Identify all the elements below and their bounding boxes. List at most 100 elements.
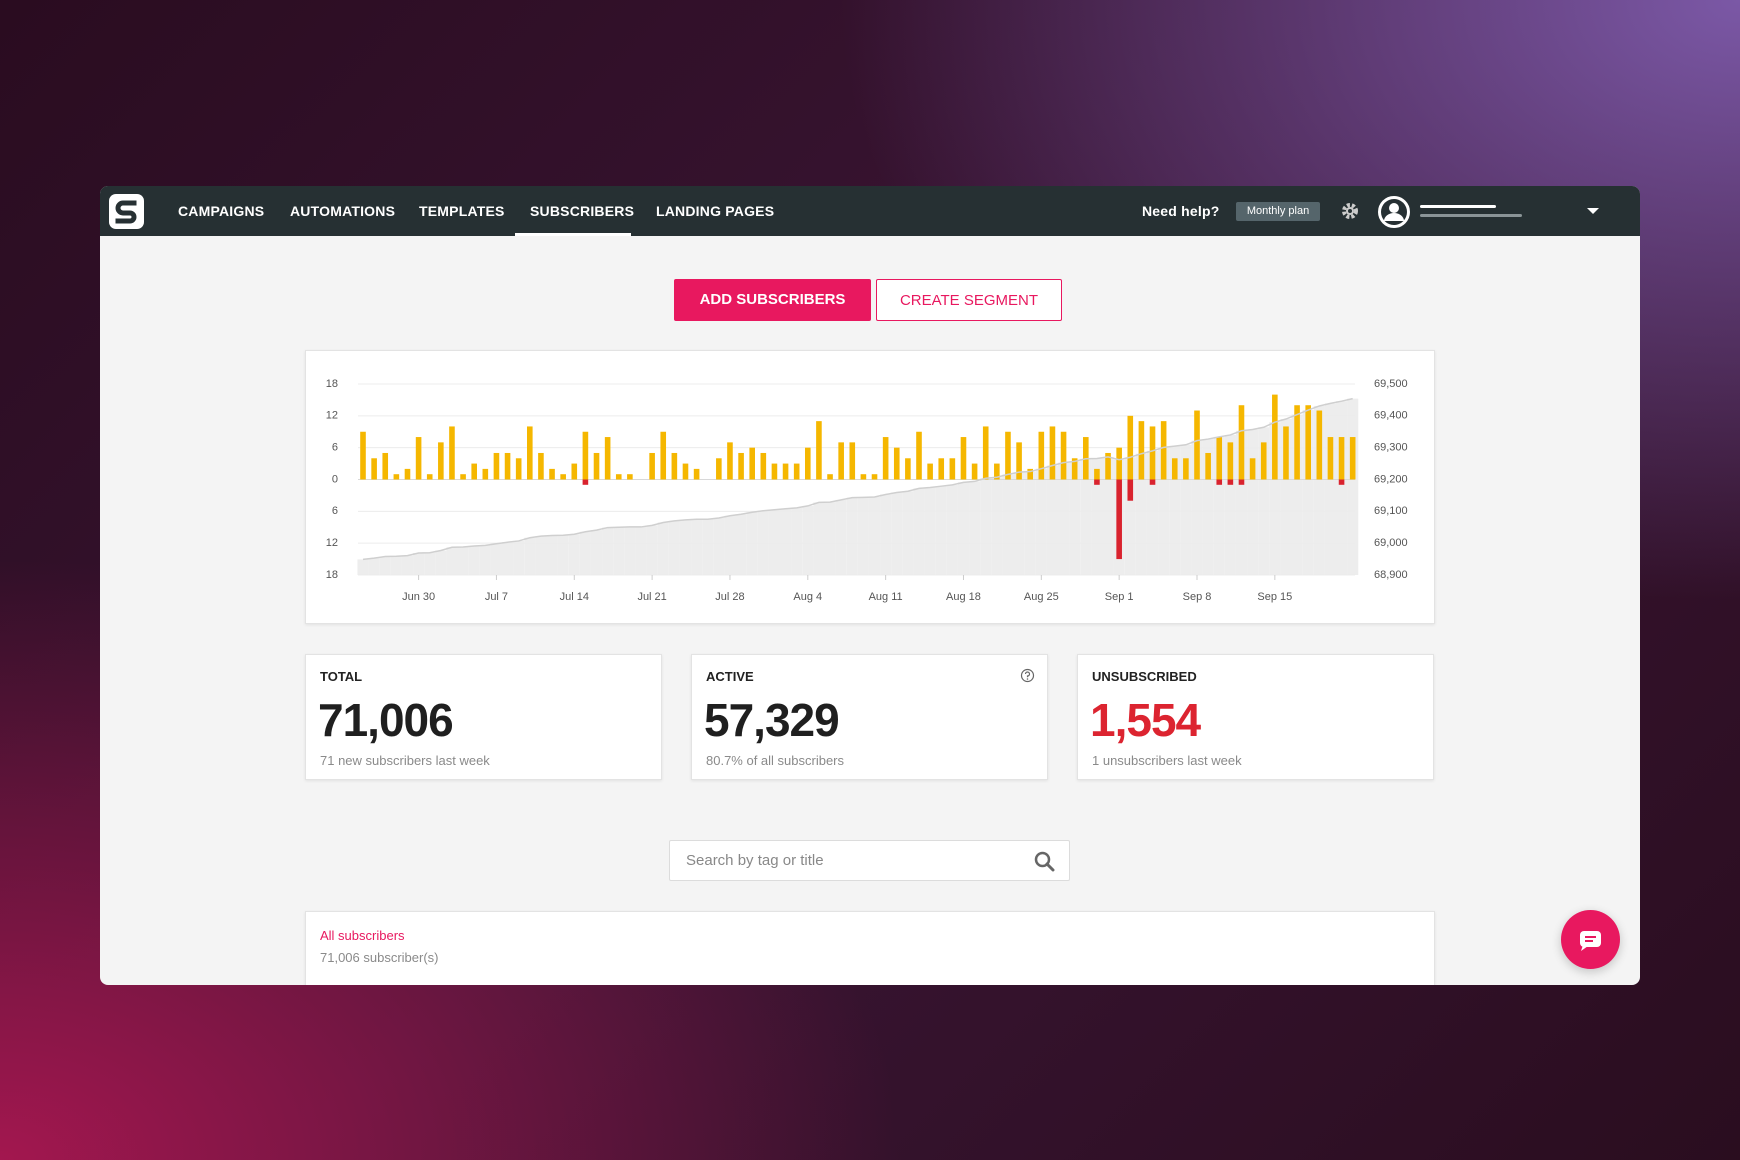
add-subscribers-button[interactable]: ADD SUBSCRIBERS [674, 279, 871, 321]
area-step [891, 492, 903, 575]
bar [727, 442, 733, 480]
area-step [1091, 458, 1103, 575]
bar [593, 452, 600, 480]
nav-item[interactable]: SUBSCRIBERS [530, 203, 635, 219]
bar [515, 458, 522, 480]
bar [649, 452, 655, 480]
y-tick-label: 18 [326, 569, 338, 581]
stat-value: 57,329 [704, 694, 840, 746]
area-step [513, 540, 525, 575]
area-step [1102, 456, 1114, 575]
y-tick-label: 6 [332, 505, 338, 517]
y-tick-label: 12 [326, 537, 338, 549]
bar [827, 474, 833, 480]
area-step [1146, 450, 1159, 575]
bar [415, 437, 422, 480]
logo[interactable] [109, 194, 144, 229]
bar [1116, 447, 1122, 480]
stat-card: TOTAL 71,006 71 new subscribers last wee… [305, 654, 662, 780]
bar [782, 463, 789, 480]
nav-item[interactable]: CAMPAIGNS [178, 203, 265, 219]
bar [738, 452, 744, 480]
bar [1149, 426, 1156, 480]
bar [893, 447, 900, 480]
area-step [357, 559, 369, 575]
nav-item[interactable]: TEMPLATES [419, 203, 505, 219]
area-step [846, 497, 858, 575]
y2-tick-label: 69,100 [1374, 505, 1408, 517]
help-icon[interactable] [1020, 668, 1035, 683]
avatar[interactable] [1377, 195, 1411, 229]
bar [1127, 415, 1134, 480]
cumulative-line [362, 397, 1353, 561]
nav-item[interactable]: LANDING PAGES [656, 203, 775, 219]
area-step [1069, 461, 1081, 575]
x-tick-label: Aug 11 [869, 591, 903, 603]
bar [960, 437, 967, 480]
bar [493, 452, 500, 480]
bar [1094, 479, 1100, 485]
area-step [1313, 405, 1325, 575]
area-step [635, 526, 647, 575]
bar [538, 452, 544, 480]
area-step [1347, 398, 1359, 575]
area-step [468, 546, 480, 575]
bar [438, 442, 444, 480]
area-step [813, 502, 825, 575]
bar [1127, 479, 1134, 501]
area-step [957, 482, 970, 575]
stat-label: TOTAL [320, 669, 363, 684]
bar [805, 447, 811, 480]
settings-icon[interactable] [1340, 201, 1360, 221]
bar [549, 468, 555, 480]
plan-badge[interactable]: Monthly plan [1236, 202, 1320, 221]
area-step [624, 526, 636, 575]
area-step [691, 519, 703, 575]
active-indicator [515, 233, 631, 236]
bar [716, 458, 722, 480]
bar [1105, 452, 1111, 480]
x-tick-label: Sep 1 [1105, 591, 1134, 603]
y2-tick-label: 69,500 [1374, 378, 1408, 390]
bar [671, 452, 678, 480]
bar [1094, 468, 1100, 480]
area-step [1280, 419, 1292, 575]
create-segment-button[interactable]: CREATE SEGMENT [876, 279, 1062, 321]
bar [860, 474, 867, 480]
area-step [1035, 468, 1047, 575]
x-tick-label: Jul 28 [715, 591, 744, 603]
dropdown-caret[interactable] [1586, 206, 1600, 216]
area-step [557, 535, 569, 575]
bar [482, 468, 489, 480]
bar [1216, 437, 1223, 480]
nav-item[interactable]: AUTOMATIONS [290, 203, 396, 219]
bar [460, 474, 466, 480]
search-icon[interactable] [1034, 851, 1055, 872]
area-step [1202, 439, 1214, 575]
bar [571, 463, 578, 480]
bar [627, 474, 633, 480]
x-tick-label: Jul 21 [637, 591, 666, 603]
area-step [1269, 422, 1281, 575]
area-step [1002, 474, 1014, 575]
bar [1227, 479, 1234, 485]
bar [971, 463, 978, 480]
chat-button[interactable] [1561, 910, 1620, 969]
bar [1227, 442, 1234, 480]
bar [604, 437, 611, 480]
area-step [702, 519, 714, 575]
help-link[interactable]: Need help? [1142, 203, 1220, 219]
area-step [1235, 430, 1248, 575]
area-step [724, 515, 736, 575]
bar [1294, 405, 1300, 480]
area-step [1180, 444, 1192, 575]
area-step [980, 478, 992, 575]
bar [1205, 452, 1211, 480]
area-step [1213, 436, 1225, 575]
area-step [713, 518, 725, 575]
segment-title[interactable]: All subscribers [320, 928, 405, 943]
search-box[interactable]: Search by tag or title [669, 840, 1070, 881]
area-step [602, 527, 614, 575]
area-step [780, 508, 792, 575]
area-step [768, 509, 780, 575]
